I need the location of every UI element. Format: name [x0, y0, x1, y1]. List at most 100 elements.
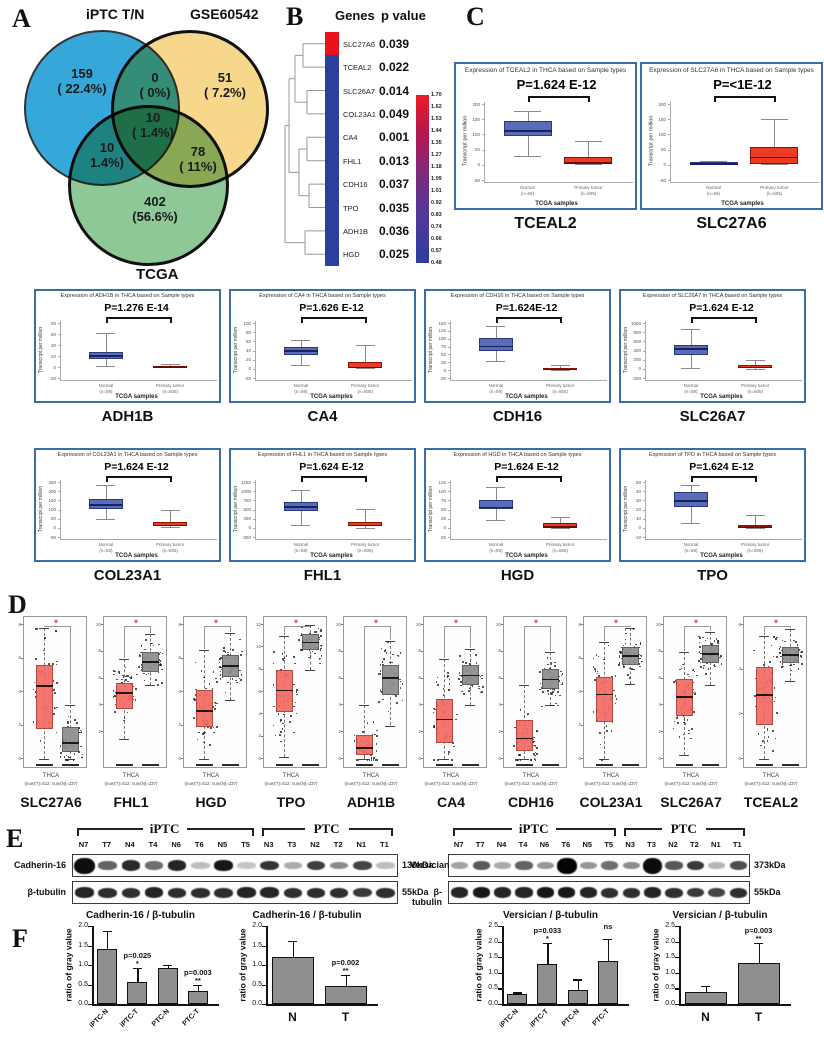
- bracket-end-left: [300, 476, 303, 482]
- jitter-dot: [239, 669, 241, 672]
- jitter-dot: [220, 666, 222, 669]
- gene-label-SLC26A7: SLC26A7: [660, 794, 722, 810]
- sig-bracket: [684, 626, 711, 627]
- y-tick-label: 1.5: [78, 941, 88, 949]
- protein-band: [708, 887, 726, 898]
- y-tick-label: 100: [658, 131, 666, 137]
- protein-band: [729, 860, 747, 871]
- lane-label-N5: N5: [582, 840, 593, 849]
- y-tick-label: 50: [635, 479, 641, 485]
- whisker-cap-top: [65, 705, 76, 707]
- colorbar-tick: 0.74: [431, 224, 442, 230]
- lane-label-N5: N5: [217, 840, 228, 849]
- blot-row-label: β-tubulin: [412, 887, 442, 907]
- jitter-dot: [692, 669, 694, 672]
- jitter-dot: [317, 627, 320, 630]
- x-category-label: Normal (n=59): [76, 383, 136, 394]
- jitter-dot: [78, 727, 80, 729]
- y-tick: [643, 527, 645, 529]
- jitter-dot: [136, 673, 138, 676]
- bracket-end-right: [170, 317, 173, 323]
- jitter-dot: [533, 736, 535, 739]
- x-category-label: Normal (n=59): [466, 542, 526, 553]
- jitter-dot: [714, 665, 716, 668]
- protein-band: [601, 887, 619, 898]
- y-tick: [581, 758, 583, 759]
- y-tick: [482, 180, 484, 181]
- sig-line: [70, 626, 72, 705]
- median-line: [153, 524, 188, 527]
- jitter-dot: [132, 695, 135, 698]
- gepia-frame-CDH16: *: [503, 616, 567, 768]
- significance-star: *: [54, 618, 58, 628]
- jitter-dot: [67, 721, 69, 723]
- protein-band: [283, 862, 303, 869]
- jitter-dot: [216, 681, 218, 683]
- jitter-dot: [632, 628, 635, 630]
- jitter-dot: [375, 750, 378, 752]
- jitter-dot: [143, 679, 146, 682]
- y-tick: [448, 338, 450, 340]
- jitter-dot: [688, 729, 690, 732]
- jitter-dot: [624, 638, 627, 641]
- venn-set-label-tcga: TCGA: [136, 266, 179, 283]
- jitter-dot: [124, 675, 127, 678]
- jitter-dot: [232, 649, 234, 651]
- jitter-dot: [552, 691, 554, 693]
- jitter-dot: [799, 651, 802, 654]
- protein-band: [451, 887, 469, 898]
- gene-label-TCEAL2: TCEAL2: [514, 215, 577, 232]
- venn-region-percent: ( 11%): [179, 159, 217, 174]
- jitter-dot: [381, 661, 384, 663]
- jitter-dot: [433, 707, 435, 710]
- y-tick: [58, 500, 60, 502]
- significance-stars: **: [755, 933, 762, 943]
- bracket-end-left: [690, 476, 693, 482]
- panel-letter-e: E: [6, 824, 24, 853]
- jitter-dot: [561, 682, 564, 684]
- jitter-dot: [757, 733, 760, 735]
- jitter-dot: [638, 663, 641, 665]
- median-line: [543, 368, 578, 371]
- p-value-label: P=1.276 E-14: [104, 302, 169, 314]
- chart-title: Versician / β-tubulin: [502, 910, 598, 921]
- lane-label-N2: N2: [310, 840, 320, 849]
- jitter-dot: [532, 738, 535, 741]
- jitter-dot: [300, 633, 303, 635]
- jitter-dot: [514, 726, 516, 729]
- y-tick-label: 4: [338, 701, 341, 707]
- boxplot-frame-TCEAL2: Expression of TCEAL2 in THCA based on Sa…: [454, 62, 637, 210]
- y-tick: [181, 691, 183, 692]
- jitter-dot: [673, 720, 676, 723]
- significance-star: *: [774, 618, 778, 628]
- y-tick: [341, 624, 343, 625]
- y-axis: [60, 321, 61, 380]
- jitter-dot: [461, 690, 463, 693]
- whisker-cap-bottom: [745, 368, 765, 370]
- box-tumor: [115, 682, 133, 710]
- jitter-dot: [618, 654, 621, 656]
- jitter-dot: [235, 679, 237, 682]
- sig-line: [630, 626, 632, 628]
- gepia-cell-CDH16: * 0 2 4 6 8 10 THCA (num(T)=512; num(N)=337) CDH1…: [493, 616, 569, 816]
- x-label: THCA: [42, 773, 60, 779]
- y-tick-label: 600: [633, 338, 641, 344]
- y-tick: [101, 731, 103, 733]
- zero-line-cluster: [355, 764, 373, 766]
- y-tick-label: 2: [338, 728, 341, 734]
- jitter-dot: [448, 751, 450, 753]
- zero-line-cluster: [675, 764, 693, 766]
- chart-title: Cadherin-16 / β-tubulin: [252, 910, 362, 921]
- jitter-dot: [513, 745, 515, 747]
- ualcan-cell-TPO: Expression of TPO in THCA based on Sampl…: [619, 448, 806, 584]
- gene-label-CA4: CA4: [307, 408, 338, 425]
- y-tick-label: 0: [663, 162, 666, 168]
- protein-band: [579, 887, 597, 898]
- jitter-dot: [134, 699, 137, 701]
- y-tick: [661, 677, 663, 679]
- venn-region-count: 10: [99, 140, 115, 155]
- jitter-dot: [294, 662, 296, 665]
- jitter-dot: [620, 652, 622, 655]
- jitter-dot: [39, 740, 42, 742]
